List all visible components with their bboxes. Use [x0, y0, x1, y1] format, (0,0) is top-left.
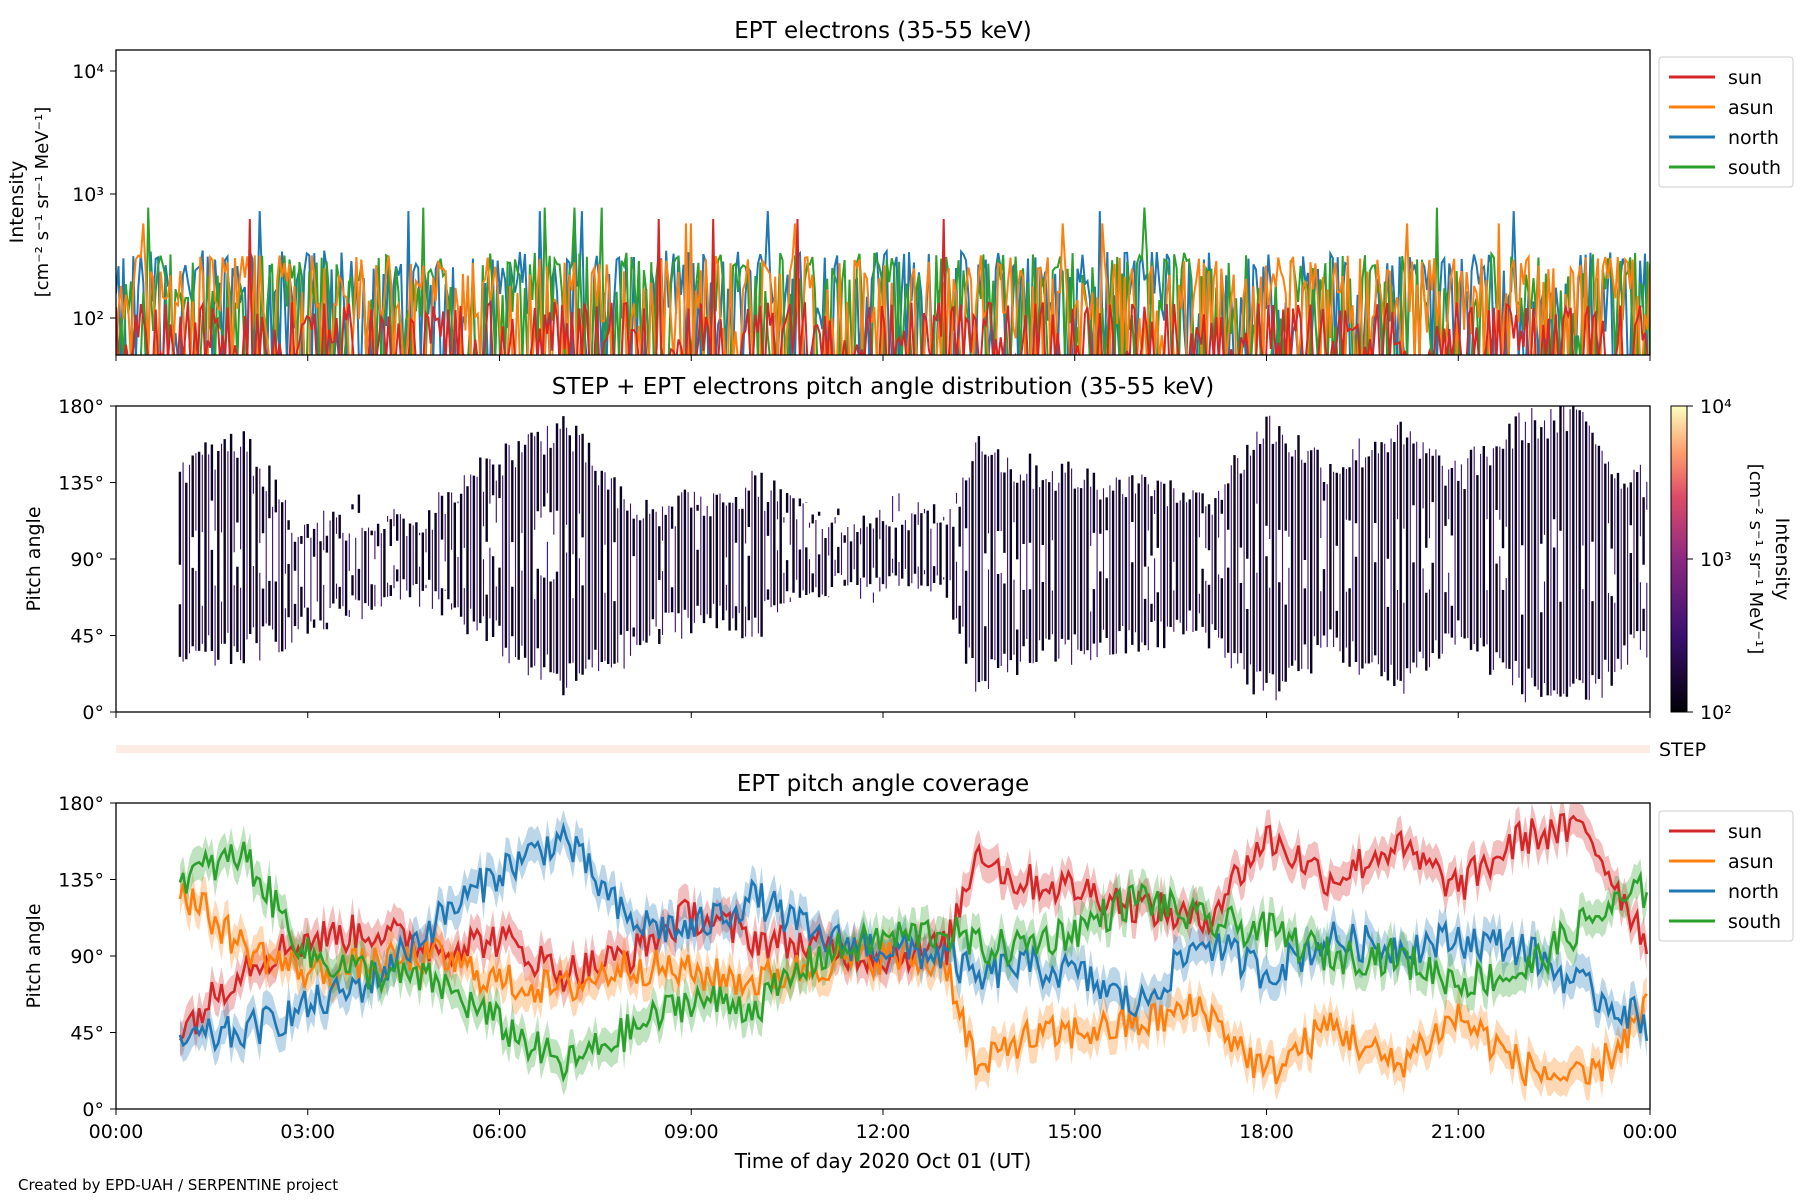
legend-box [1658, 56, 1794, 188]
panel3-title: EPT pitch angle coverage [737, 771, 1029, 797]
legend-label-sun: sun [1728, 67, 1762, 89]
series-line-north [178, 821, 1649, 1053]
series-line-south [178, 841, 1649, 1083]
legend-box [1658, 810, 1794, 942]
x-tick-label: 12:00 [856, 1121, 911, 1143]
panel1-ylabel-units: [cm⁻² s⁻¹ sr⁻¹ MeV⁻¹] [32, 107, 53, 298]
x-tick-label: 00:00 [1623, 1121, 1678, 1143]
y-tick-label: 0° [82, 1099, 104, 1121]
legend-label-sun: sun [1728, 821, 1762, 843]
x-tick-label: 03:00 [280, 1121, 335, 1143]
panel1-yaxis: 10² 10³ 10⁴ Intensity [cm⁻² s⁻¹ sr⁻¹ MeV… [6, 61, 116, 330]
x-tick-label: 21:00 [1431, 1121, 1486, 1143]
panel1-ytick-label: 10³ [72, 184, 104, 206]
series-band-asun [179, 866, 1647, 1103]
panel1-series [116, 207, 1650, 355]
series-band-north [179, 809, 1647, 1066]
x-tick-label: 06:00 [472, 1121, 527, 1143]
panel1-ytick-label: 10⁴ [72, 61, 104, 83]
step-band: STEP [116, 739, 1706, 761]
panel1-legend[interactable]: sun asun north south [1658, 56, 1794, 188]
series-line-asun [178, 883, 1648, 1087]
legend-label-asun: asun [1728, 851, 1774, 873]
legend-label-south: south [1728, 157, 1781, 179]
colorbar-label: Intensity [1771, 518, 1793, 601]
step-band-label: STEP [1659, 739, 1706, 761]
panel2-ylabel: Pitch angle [23, 506, 45, 611]
step-band-strip [116, 745, 1650, 753]
series-band-south [179, 824, 1647, 1096]
y-tick-label: 45° [70, 1023, 104, 1045]
panel1-title: EPT electrons (35-55 keV) [734, 18, 1031, 44]
x-tick-label: 00:00 [89, 1121, 144, 1143]
legend-label-north: north [1728, 881, 1779, 903]
panel-intensity: EPT electrons (35-55 keV) 10² 10³ 10⁴ In… [6, 18, 1794, 361]
panel-pitch-angle-distribution: STEP + EPT electrons pitch angle distrib… [23, 374, 1793, 724]
y-tick-label: 0° [82, 702, 104, 724]
credit-text: Created by EPD-UAH / SERPENTINE project [18, 1176, 339, 1194]
panel3-series [178, 803, 1649, 1103]
panel1-ylabel: Intensity [6, 161, 28, 244]
legend-label-south: south [1728, 911, 1781, 933]
x-tick-label: 18:00 [1239, 1121, 1294, 1143]
colorbar-gradient [1670, 405, 1688, 713]
pad-intensity-columns [178, 406, 1645, 700]
panel1-xaxis [115, 355, 1651, 361]
panel1-ytick-label: 10² [72, 308, 104, 330]
legend-label-north: north [1728, 127, 1779, 149]
x-axis-title: Time of day 2020 Oct 01 (UT) [734, 1149, 1032, 1173]
panel3-ylabel: Pitch angle [23, 903, 45, 1008]
panel3-yaxis: Pitch angle 0° 45° 90° 135° 180° [23, 793, 116, 1121]
legend-label-asun: asun [1728, 97, 1774, 119]
panel-pitch-angle-coverage: EPT pitch angle coverage Pitch angle 0° 4… [23, 771, 1794, 1173]
colorbar: 10² 10³ 10⁴ Intensity [cm⁻² s⁻¹ sr⁻¹ MeV… [1670, 396, 1793, 724]
panel3-xaxis: 00:00 03:00 06:00 09:00 12:00 15:00 18:00 21:00… [89, 1109, 1678, 1143]
y-tick-label: 45° [70, 626, 104, 648]
panel2-yaxis: Pitch angle 0° 45° 90° 135° 180° [23, 396, 116, 724]
colorbar-label-units: [cm⁻² s⁻¹ sr⁻¹ MeV⁻¹] [1745, 464, 1766, 655]
panel2-title: STEP + EPT electrons pitch angle distrib… [552, 374, 1214, 400]
pad-intensity-columns-highlight [182, 406, 1648, 703]
colorbar-tick-label: 10⁴ [1700, 396, 1732, 418]
panel2-xaxis [115, 712, 1651, 718]
panel3-legend[interactable]: sun asun north south [1658, 810, 1794, 942]
y-tick-label: 180° [58, 793, 104, 815]
y-tick-label: 180° [58, 396, 104, 418]
y-tick-label: 90° [70, 549, 104, 571]
series-line-sun [116, 218, 1649, 355]
y-tick-label: 135° [58, 473, 104, 495]
colorbar-tick-label: 10² [1700, 702, 1732, 724]
series-band-sun [179, 803, 1647, 1058]
x-tick-label: 15:00 [1047, 1121, 1102, 1143]
panel2-heatmap [178, 406, 1648, 703]
colorbar-tick-label: 10³ [1700, 549, 1732, 571]
x-tick-label: 09:00 [664, 1121, 719, 1143]
y-tick-label: 90° [70, 946, 104, 968]
y-tick-label: 135° [58, 870, 104, 892]
